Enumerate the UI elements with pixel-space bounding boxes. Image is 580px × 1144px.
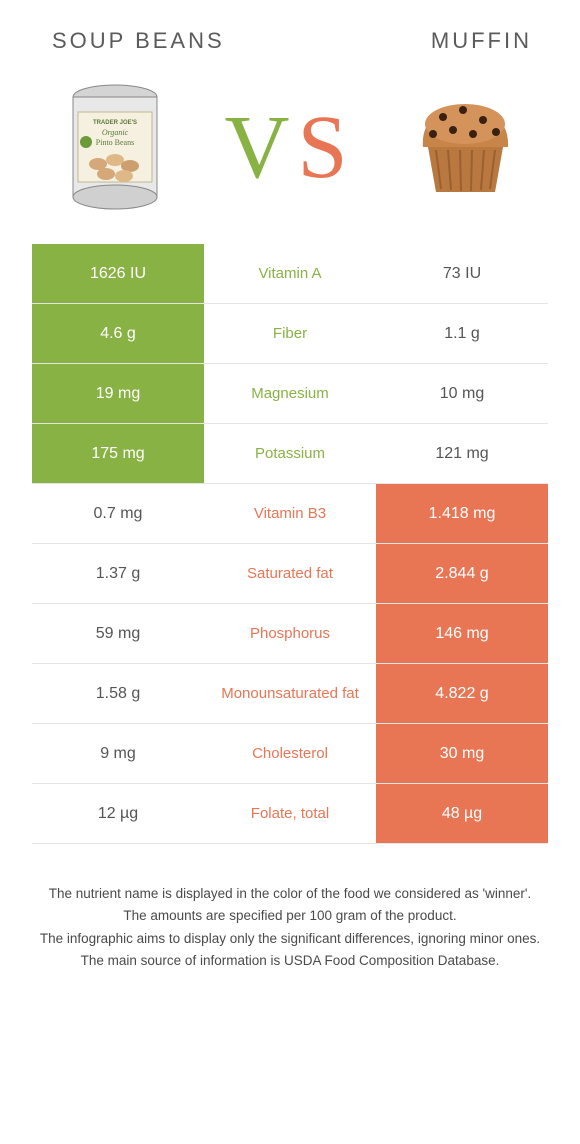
left-value-cell: 9 mg bbox=[32, 724, 204, 783]
svg-text:Pinto Beans: Pinto Beans bbox=[95, 138, 133, 147]
nutrient-label-cell: Cholesterol bbox=[204, 724, 376, 783]
left-value-cell: 12 µg bbox=[32, 784, 204, 843]
left-value-cell: 1626 IU bbox=[32, 244, 204, 303]
table-row: 4.6 gFiber1.1 g bbox=[32, 304, 548, 364]
left-value-cell: 1.58 g bbox=[32, 664, 204, 723]
left-value-cell: 4.6 g bbox=[32, 304, 204, 363]
table-row: 1.37 gSaturated fat2.844 g bbox=[32, 544, 548, 604]
nutrient-label-cell: Vitamin A bbox=[204, 244, 376, 303]
left-food-image: TRADER JOE'S Organic Pinto Beans bbox=[55, 77, 175, 217]
table-row: 59 mgPhosphorus146 mg bbox=[32, 604, 548, 664]
left-value-cell: 19 mg bbox=[32, 364, 204, 423]
table-row: 9 mgCholesterol30 mg bbox=[32, 724, 548, 784]
table-row: 175 mgPotassium121 mg bbox=[32, 424, 548, 484]
right-value-cell: 146 mg bbox=[376, 604, 548, 663]
right-value-cell: 1.1 g bbox=[376, 304, 548, 363]
nutrient-label-cell: Saturated fat bbox=[204, 544, 376, 603]
right-food-image bbox=[405, 77, 525, 217]
nutrient-label-cell: Potassium bbox=[204, 424, 376, 483]
nutrient-label-cell: Folate, total bbox=[204, 784, 376, 843]
left-value-cell: 1.37 g bbox=[32, 544, 204, 603]
left-value-cell: 0.7 mg bbox=[32, 484, 204, 543]
table-row: 0.7 mgVitamin B31.418 mg bbox=[32, 484, 548, 544]
table-row: 19 mgMagnesium10 mg bbox=[32, 364, 548, 424]
svg-text:Organic: Organic bbox=[101, 128, 128, 137]
vs-s-letter: S bbox=[297, 98, 355, 197]
right-value-cell: 30 mg bbox=[376, 724, 548, 783]
footer-line: The main source of information is USDA F… bbox=[30, 951, 550, 971]
left-value-cell: 59 mg bbox=[32, 604, 204, 663]
nutrient-label-cell: Magnesium bbox=[204, 364, 376, 423]
nutrient-label-cell: Fiber bbox=[204, 304, 376, 363]
table-row: 1.58 gMonounsaturated fat4.822 g bbox=[32, 664, 548, 724]
right-value-cell: 1.418 mg bbox=[376, 484, 548, 543]
left-value-cell: 175 mg bbox=[32, 424, 204, 483]
nutrient-label-cell: Vitamin B3 bbox=[204, 484, 376, 543]
right-food-title: MUFFIN bbox=[431, 28, 532, 54]
footer-line: The amounts are specified per 100 gram o… bbox=[30, 906, 550, 926]
svg-text:TRADER JOE'S: TRADER JOE'S bbox=[92, 120, 136, 126]
vs-row: TRADER JOE'S Organic Pinto Beans VS bbox=[0, 64, 580, 244]
vs-v-letter: V bbox=[224, 98, 297, 197]
left-food-title: SOUP BEANS bbox=[52, 28, 225, 54]
right-value-cell: 121 mg bbox=[376, 424, 548, 483]
right-value-cell: 4.822 g bbox=[376, 664, 548, 723]
comparison-table: 1626 IUVitamin A73 IU4.6 gFiber1.1 g19 m… bbox=[32, 244, 548, 844]
nutrient-label-cell: Phosphorus bbox=[204, 604, 376, 663]
right-value-cell: 2.844 g bbox=[376, 544, 548, 603]
table-row: 1626 IUVitamin A73 IU bbox=[32, 244, 548, 304]
vs-text: VS bbox=[224, 96, 355, 199]
right-value-cell: 48 µg bbox=[376, 784, 548, 843]
footer: The nutrient name is displayed in the co… bbox=[0, 844, 580, 971]
nutrient-label-cell: Monounsaturated fat bbox=[204, 664, 376, 723]
header: SOUP BEANS MUFFIN bbox=[0, 0, 580, 64]
right-value-cell: 73 IU bbox=[376, 244, 548, 303]
footer-line: The nutrient name is displayed in the co… bbox=[30, 884, 550, 904]
footer-line: The infographic aims to display only the… bbox=[30, 929, 550, 949]
table-row: 12 µgFolate, total48 µg bbox=[32, 784, 548, 844]
right-value-cell: 10 mg bbox=[376, 364, 548, 423]
